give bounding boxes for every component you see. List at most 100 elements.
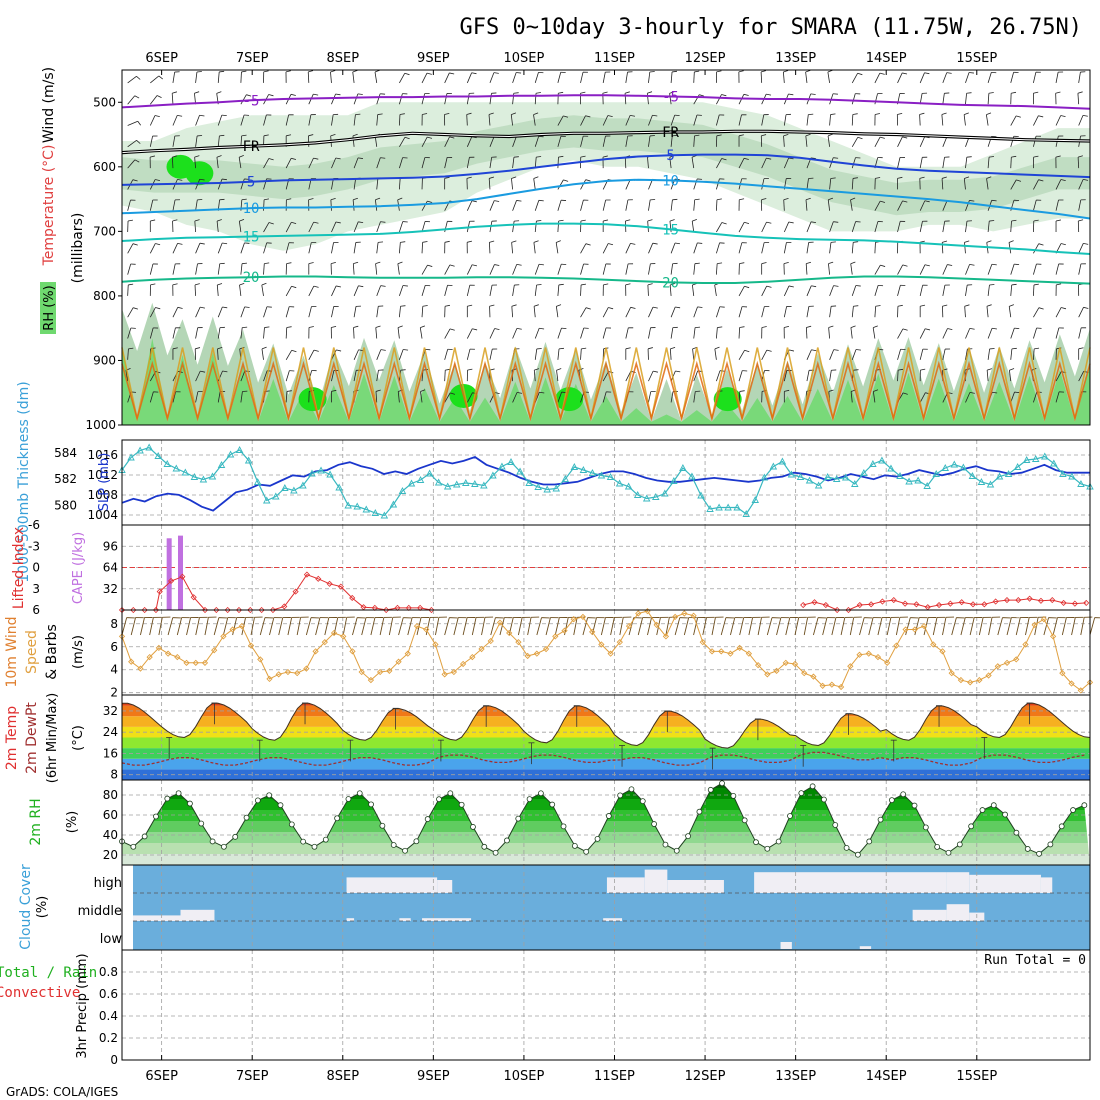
thickness-line xyxy=(121,456,1090,512)
slp-point xyxy=(887,464,895,472)
slp-point xyxy=(425,469,434,477)
wind-barb xyxy=(783,221,790,233)
wind-barb-feather xyxy=(783,70,789,73)
slp-point xyxy=(697,491,705,499)
slp-point xyxy=(796,473,805,480)
wind-barb-feather xyxy=(898,368,904,371)
wind-barb-feather xyxy=(1060,243,1066,246)
wind-barb xyxy=(285,222,292,233)
temp-tick-label: 32 xyxy=(103,704,118,718)
slp-point xyxy=(588,469,597,476)
precip-axis-label: 3hr Precip (mm) xyxy=(75,953,90,1058)
wind-barb xyxy=(897,264,904,275)
cape-bar xyxy=(166,538,172,610)
wind-barb-feather xyxy=(444,304,450,307)
wind-barb xyxy=(127,263,132,275)
wind-barb-feather xyxy=(989,220,995,222)
wind-barb xyxy=(1078,371,1085,382)
wind-speed-point xyxy=(985,672,992,679)
wind-barb-feather xyxy=(1060,179,1066,182)
lifted-index-point xyxy=(913,601,920,608)
wind-barb xyxy=(508,617,514,636)
wind-barb xyxy=(489,348,493,360)
wind-barb-feather xyxy=(830,177,836,179)
lifted-index-tick-label: 6 xyxy=(32,603,40,617)
wind-barb-feather xyxy=(449,136,455,139)
wind-barb xyxy=(466,157,470,169)
wind-barb xyxy=(738,158,745,169)
wind-barb-feather xyxy=(221,178,227,181)
wind-barb-feather xyxy=(513,92,519,94)
wind-barb-feather xyxy=(739,198,745,201)
wind-barb xyxy=(149,243,156,254)
wind-barb xyxy=(512,221,515,233)
wind-barb-feather xyxy=(602,155,608,158)
wind-barb xyxy=(942,200,948,211)
rh-point xyxy=(628,786,635,793)
temp-axis-label-3: (6hr Min/Max) xyxy=(45,693,60,783)
wind-barb-feather xyxy=(563,115,569,118)
cloud-block xyxy=(969,874,1041,893)
slp-point xyxy=(633,491,642,498)
wind-barb-feather xyxy=(788,221,794,224)
wind-barb-feather xyxy=(766,157,772,160)
wind-barb xyxy=(1032,284,1035,296)
rh-point xyxy=(753,839,759,846)
wind-barb xyxy=(580,284,582,296)
wind-barb xyxy=(874,72,881,84)
wind-barb-feather xyxy=(467,304,473,307)
wind-barb xyxy=(969,617,975,636)
wind-barb xyxy=(398,114,401,126)
wind-barb xyxy=(851,306,854,318)
wind-barb-feather xyxy=(427,200,433,203)
wind-barb-feather xyxy=(217,283,223,286)
wind-barb-feather xyxy=(1055,91,1061,94)
wind-barb xyxy=(398,178,401,190)
wind-barb xyxy=(444,617,450,636)
slp-point xyxy=(145,443,153,451)
wind-barb xyxy=(580,179,587,190)
wind-barb xyxy=(760,71,763,83)
wind-barb xyxy=(648,135,651,147)
wind-speed-point xyxy=(192,659,199,666)
wind-barb xyxy=(849,617,855,636)
wind-barb-feather xyxy=(603,219,609,222)
wind-barb-feather xyxy=(263,70,269,73)
wind-barb xyxy=(376,178,379,190)
wind-barb xyxy=(874,264,881,275)
wind-barb-feather xyxy=(426,72,432,75)
wind-barb xyxy=(421,285,426,297)
wind-barb xyxy=(716,370,721,382)
wind-barb xyxy=(716,178,720,190)
wind-barb xyxy=(693,306,698,318)
wind-barb xyxy=(850,391,853,403)
wind-barb xyxy=(534,284,537,296)
wind-barb xyxy=(1033,72,1037,83)
wind-barb-feather xyxy=(286,262,292,265)
wind-barb xyxy=(444,349,449,360)
wind-barb xyxy=(533,306,536,318)
wind-barb xyxy=(965,348,968,360)
wind-barb xyxy=(1010,327,1015,339)
wind-barb-feather xyxy=(177,114,183,117)
wind-barb xyxy=(545,617,551,636)
wind-barb xyxy=(444,72,450,84)
wind-barb xyxy=(419,327,423,339)
wind-barb xyxy=(738,114,742,126)
slp-point xyxy=(407,479,416,487)
wind-barb-feather xyxy=(246,94,252,97)
slp-point xyxy=(787,470,796,478)
wind-barb-feather xyxy=(472,328,478,331)
slp-point xyxy=(579,466,588,473)
wind-barb-feather xyxy=(264,326,270,328)
wind-speed-point xyxy=(386,667,393,675)
rh-point xyxy=(560,823,567,830)
wind-barb-feather xyxy=(670,347,676,350)
wind-barb xyxy=(648,243,654,254)
wind-barb-feather xyxy=(744,285,750,289)
rh-point xyxy=(481,843,488,850)
wind-barb xyxy=(670,327,674,339)
wind-speed-point xyxy=(625,622,633,630)
wind-barb-feather xyxy=(558,347,564,350)
wind-barb-feather xyxy=(172,347,178,350)
